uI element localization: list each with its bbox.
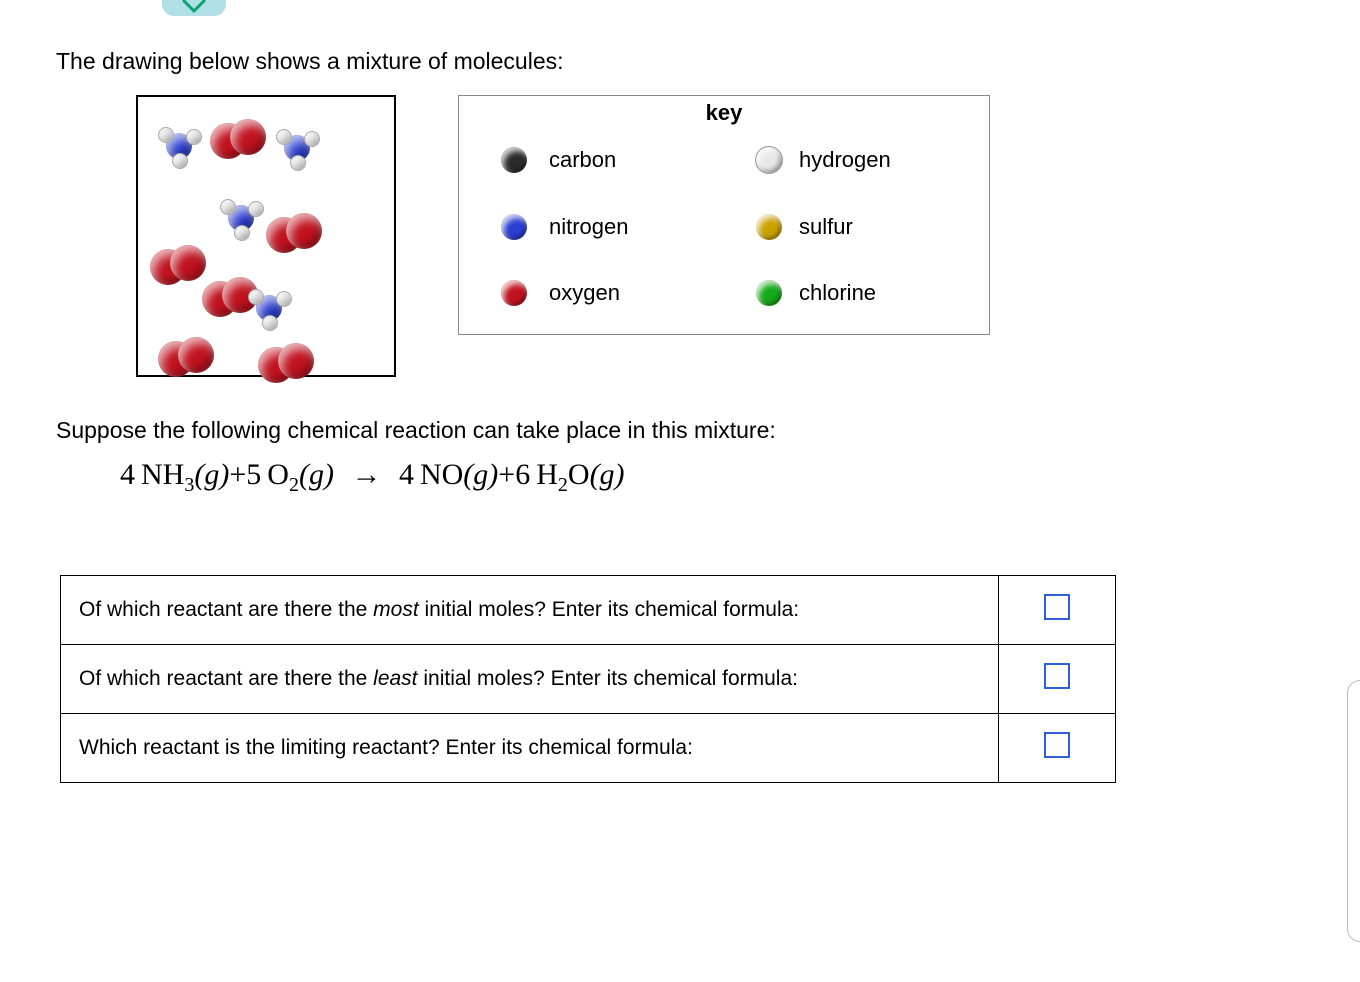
atom-icon [234, 225, 250, 241]
question-emphasis: least [373, 667, 417, 690]
answer-cell [999, 645, 1116, 714]
eq-sub: 2 [558, 474, 568, 496]
sulfur-key-icon [756, 214, 782, 240]
key-label: carbon [549, 147, 739, 173]
eq-formula: NO [420, 458, 463, 491]
suppose-text: Suppose the following chemical reaction … [56, 417, 1360, 444]
key-label: oxygen [549, 280, 739, 306]
atom-icon [304, 131, 320, 147]
question-text: Of which reactant are there the least in… [61, 645, 999, 714]
ammonia-molecule [246, 289, 296, 333]
atom-icon [248, 201, 264, 217]
eq-formula: H [536, 458, 558, 491]
key-label: chlorine [799, 280, 969, 306]
oxygen-molecule [150, 245, 210, 285]
ammonia-molecule [218, 199, 268, 243]
oxygen-molecule [258, 343, 318, 383]
atom-icon [178, 337, 214, 373]
intro-text: The drawing below shows a mixture of mol… [56, 48, 1360, 75]
eq-coef: 4 [399, 458, 414, 491]
oxygen-key-icon [501, 280, 527, 306]
answer-input[interactable] [1044, 594, 1070, 620]
atom-icon [278, 343, 314, 379]
key-label: sulfur [799, 214, 969, 240]
hydrogen-key-icon [755, 146, 783, 174]
atom-key: key carbon hydrogen nitrogen sulfur oxygen ch… [458, 95, 990, 335]
eq-state: (g) [590, 458, 625, 491]
oxygen-molecule [266, 213, 326, 253]
oxygen-molecule [210, 119, 270, 159]
question-emphasis: most [373, 598, 419, 621]
atom-icon [276, 129, 292, 145]
nitrogen-key-icon [501, 214, 527, 240]
eq-formula: NH [141, 458, 184, 491]
atom-icon [172, 153, 188, 169]
table-row: Of which reactant are there the most ini… [61, 576, 1116, 645]
chemical-equation: 4 NH3(g)+5 O2(g) → 4 NO(g)+6 H2O(g) [120, 458, 1360, 497]
eq-coef: 5 [246, 458, 261, 491]
eq-coef: 4 [120, 458, 135, 491]
answer-cell [999, 714, 1116, 783]
key-title: key [459, 96, 989, 128]
table-row: Which reactant is the limiting reactant?… [61, 714, 1116, 783]
question-text: Of which reactant are there the most ini… [61, 576, 999, 645]
eq-plus: + [498, 458, 515, 491]
atom-icon [262, 315, 278, 331]
table-row: Of which reactant are there the least in… [61, 645, 1116, 714]
carbon-key-icon [501, 147, 527, 173]
eq-formula: O [568, 458, 590, 491]
eq-state: (g) [463, 458, 498, 491]
question-suffix: initial moles? Enter its chemical formul… [419, 598, 799, 621]
eq-plus: + [229, 458, 246, 491]
question-suffix: initial moles? Enter its chemical formul… [418, 667, 798, 690]
atom-icon [220, 199, 236, 215]
answer-input[interactable] [1044, 732, 1070, 758]
atom-icon [158, 127, 174, 143]
atom-icon [276, 291, 292, 307]
atom-icon [248, 289, 264, 305]
atom-icon [286, 213, 322, 249]
molecule-drawing [136, 95, 396, 377]
question-prefix: Of which reactant are there the [79, 598, 373, 621]
ammonia-molecule [274, 129, 324, 173]
atom-icon [170, 245, 206, 281]
chlorine-key-icon [756, 280, 782, 306]
page: The drawing below shows a mixture of mol… [0, 0, 1360, 982]
key-label: nitrogen [549, 214, 739, 240]
question-text: Which reactant is the limiting reactant?… [61, 714, 999, 783]
answer-input[interactable] [1044, 663, 1070, 689]
eq-state: (g) [299, 458, 334, 491]
arrow-icon: → [351, 458, 381, 491]
question-prefix: Of which reactant are there the [79, 667, 373, 690]
atom-icon [186, 129, 202, 145]
key-label: hydrogen [799, 147, 969, 173]
eq-state: (g) [194, 458, 229, 491]
answer-cell [999, 576, 1116, 645]
atom-icon [230, 119, 266, 155]
oxygen-molecule [158, 337, 218, 377]
atom-icon [290, 155, 306, 171]
eq-sub: 2 [289, 474, 299, 496]
question-prefix: Which reactant is the limiting reactant?… [79, 736, 693, 759]
eq-formula: O [267, 458, 289, 491]
eq-coef: 6 [515, 458, 530, 491]
eq-sub: 3 [184, 474, 194, 496]
side-handle[interactable] [1347, 680, 1360, 942]
tab-chevron[interactable] [162, 0, 226, 16]
ammonia-molecule [156, 127, 206, 171]
question-table: Of which reactant are there the most ini… [60, 575, 1116, 783]
